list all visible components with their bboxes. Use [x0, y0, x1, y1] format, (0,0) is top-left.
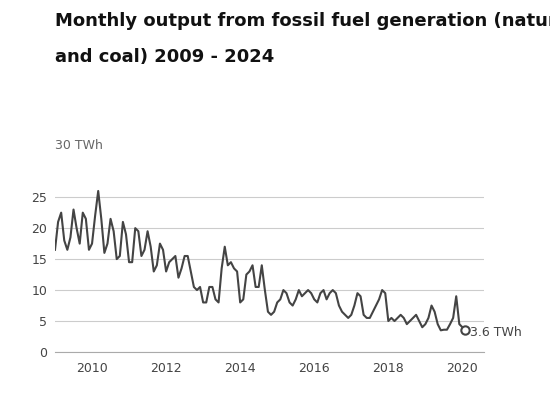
Text: Monthly output from fossil fuel generation (natural gas: Monthly output from fossil fuel generati…	[55, 12, 550, 30]
Text: 30 TWh: 30 TWh	[55, 139, 103, 152]
Text: 3.6 TWh: 3.6 TWh	[470, 326, 522, 339]
Text: and coal) 2009 - 2024: and coal) 2009 - 2024	[55, 48, 274, 66]
